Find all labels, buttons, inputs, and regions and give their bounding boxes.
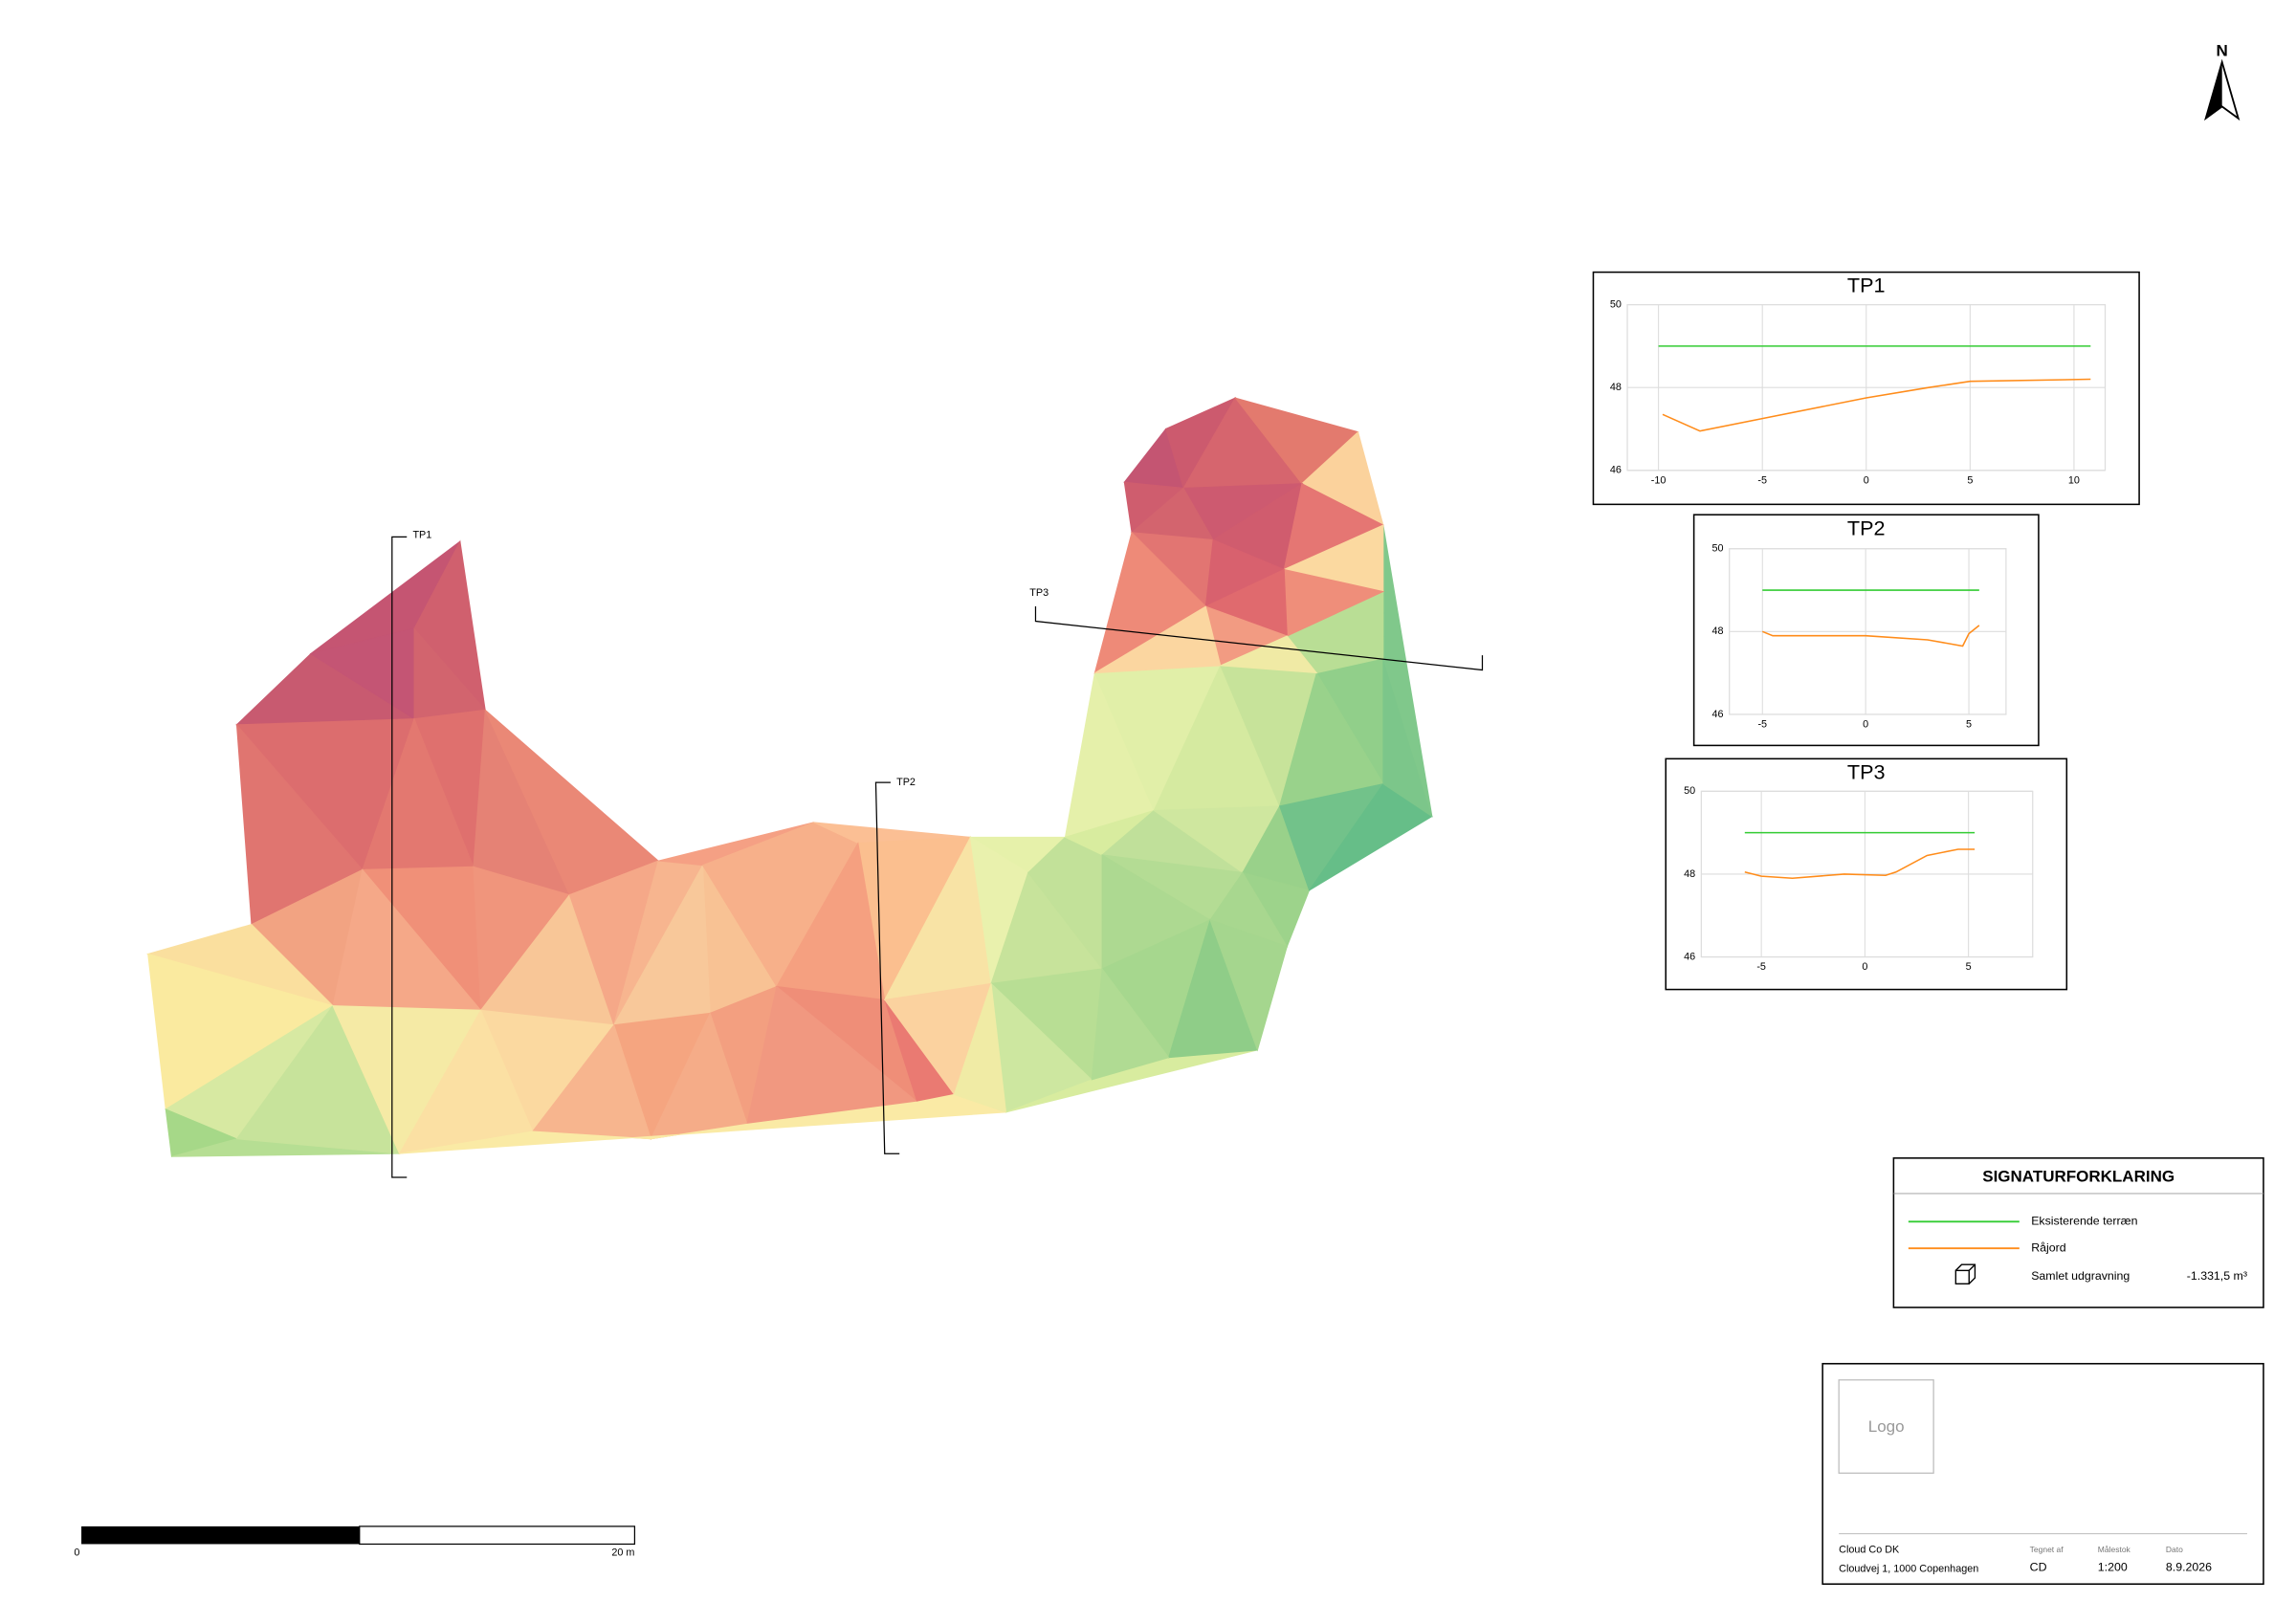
x-tick-label: -5: [1757, 719, 1767, 731]
terrain-facet: [953, 983, 1007, 1113]
scale-bar-black: [81, 1525, 360, 1545]
x-tick-label: 5: [1966, 719, 1972, 731]
section-label: TP1: [412, 530, 431, 541]
section-line: TP3: [1029, 587, 1484, 671]
chart-frame: [1692, 514, 2040, 747]
legend-title: SIGNATURFORKLARING: [1982, 1167, 2175, 1185]
north-label: N: [2217, 42, 2228, 60]
cube-front: [1954, 1269, 1970, 1284]
north-arrow: N: [2204, 42, 2241, 121]
x-tick-label: -5: [1756, 961, 1766, 973]
volume-icon: [1954, 1263, 1976, 1284]
terrain-facet: [1209, 919, 1288, 1052]
legend-label: Eksisterende terræn: [2031, 1215, 2137, 1228]
profile-chart: TP1 -10 -5 0 5 10 46 48 50: [1592, 271, 2140, 506]
logo-text: Logo: [1868, 1417, 1905, 1436]
y-tick-label: 50: [1610, 298, 1622, 310]
address: Cloudvej 1, 1000 Copenhagen: [1839, 1564, 1978, 1575]
x-tick-label: 0: [1863, 719, 1868, 731]
section-label: TP2: [896, 777, 916, 788]
scale-bar-white: [359, 1525, 636, 1546]
y-tick-label: 48: [1712, 625, 1724, 637]
x-tick-label: 0: [1864, 474, 1869, 486]
company: Cloud Co DK: [1839, 1545, 1900, 1556]
x-tick-label: 5: [1967, 474, 1973, 486]
x-tick-label: 0: [1862, 961, 1867, 973]
section-line: TP1: [391, 530, 431, 1178]
section-path: [391, 536, 408, 1178]
scale-label: 20 m: [611, 1547, 634, 1559]
scale-label: 0: [74, 1547, 79, 1559]
volume-value: -1.331,5 m³: [2187, 1269, 2247, 1283]
field-label: Dato: [2166, 1545, 2183, 1554]
title-block: Logo Cloud Co DK Cloudvej 1, 1000 Copenh…: [1821, 1363, 2264, 1585]
field-value: 1:200: [2098, 1560, 2128, 1573]
x-tick-label: -10: [1651, 474, 1667, 486]
field-label: Tegnet af: [2030, 1545, 2064, 1554]
scale-bar: 0 20 m: [74, 1525, 636, 1559]
y-tick-label: 50: [1712, 543, 1724, 555]
legend-label: Råjord: [2031, 1240, 2066, 1254]
cube-edge: [1968, 1263, 1976, 1271]
y-tick-label: 46: [1684, 951, 1695, 962]
section-line: TP2: [874, 777, 916, 1154]
terrain: [145, 397, 1433, 1157]
profile-chart: TP3 -5 0 5 46 48 50: [1665, 757, 2068, 991]
legend: SIGNATURFORKLARING Samlet udgravning -1.…: [1892, 1157, 2264, 1308]
profile-line: [1662, 378, 2091, 432]
y-tick-label: 48: [1610, 382, 1622, 393]
section-path: [874, 781, 900, 1154]
y-tick-label: 46: [1610, 465, 1622, 476]
terrain-facet: [1094, 605, 1222, 674]
terrain-facet: [1091, 967, 1170, 1081]
section-label: TP3: [1029, 587, 1049, 599]
y-tick-label: 50: [1684, 785, 1695, 797]
terrain-facet: [1220, 635, 1318, 674]
field-value: CD: [2030, 1560, 2047, 1573]
chart-title: TP2: [1847, 516, 1886, 539]
profile-line: [1744, 848, 1976, 880]
chart-title: TP3: [1847, 760, 1886, 784]
profile-chart: TP2 -5 0 5 46 48 50: [1692, 514, 2040, 747]
logo-box: [1838, 1379, 1934, 1474]
x-tick-label: 5: [1966, 961, 1972, 973]
field-value: 8.9.2026: [2166, 1560, 2212, 1573]
y-tick-label: 48: [1684, 868, 1695, 880]
x-tick-label: 10: [2068, 474, 2080, 486]
y-tick-label: 46: [1712, 709, 1724, 720]
profile-line: [1761, 625, 1980, 647]
volume-label: Samlet udgravning: [2031, 1269, 2130, 1283]
cube-back: [1954, 1263, 1976, 1284]
section-path: [1034, 606, 1484, 671]
x-tick-label: -5: [1757, 474, 1767, 486]
field-label: Målestok: [2098, 1545, 2131, 1554]
chart-title: TP1: [1847, 274, 1886, 297]
